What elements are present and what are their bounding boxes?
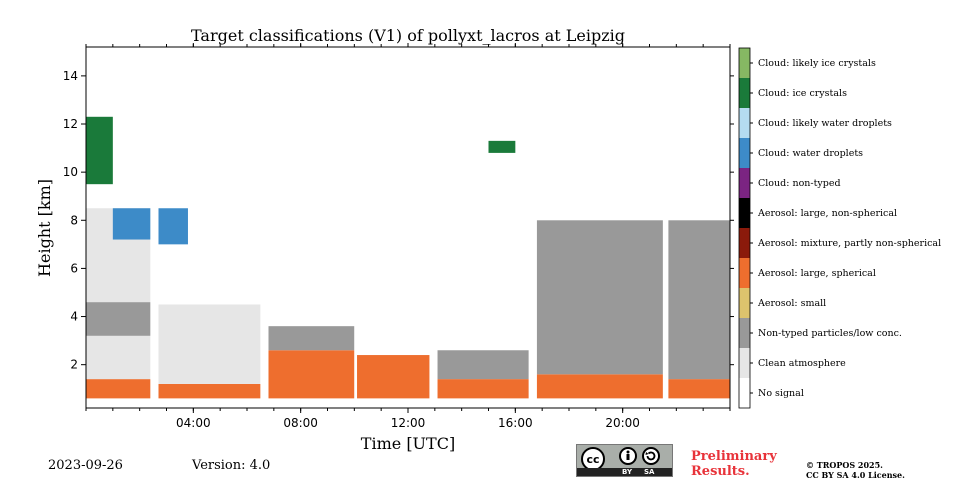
- class-region-7: [158, 304, 261, 384]
- data-gap-5: [662, 47, 669, 408]
- class-region-11: [357, 355, 430, 399]
- y-tick-label: 10: [63, 165, 78, 179]
- class-region-10: [268, 326, 355, 351]
- copyright-line1: © TROPOS 2025.: [806, 460, 883, 470]
- data-gap-3: [429, 47, 438, 408]
- cc-icon: [581, 447, 605, 470]
- y-tick-label: 14: [63, 69, 78, 83]
- colorbar-swatch: [739, 108, 750, 138]
- x-tick-label: 12:00: [391, 416, 426, 430]
- colorbar-label: Non-typed particles/low conc.: [758, 328, 902, 339]
- x-axis-label: Time [UTC]: [361, 434, 455, 453]
- colorbar: No signal Clean atmosphere Non-typed parti…: [738, 47, 941, 409]
- colorbar-label: Cloud: non-typed: [758, 178, 841, 189]
- y-tick-label: 2: [70, 358, 78, 372]
- colorbar-label: Cloud: likely water droplets: [758, 118, 892, 129]
- license-sa: SA: [644, 468, 655, 476]
- plot-area: [86, 47, 730, 408]
- x-tick-label: 20:00: [605, 416, 640, 430]
- x-tick-label: 08:00: [283, 416, 318, 430]
- colorbar-label: Cloud: water droplets: [758, 148, 863, 159]
- y-tick-label: 12: [63, 117, 78, 131]
- version-label: Version: 4.0: [192, 458, 271, 473]
- class-region-8: [158, 208, 188, 245]
- colorbar-swatch: [739, 228, 750, 258]
- colorbar-label: No signal: [758, 388, 804, 399]
- data-gap-4: [528, 47, 537, 408]
- colorbar-swatch: [739, 198, 750, 228]
- data-gap-1: [260, 47, 269, 408]
- class-region-12: [437, 379, 529, 399]
- colorbar-swatch: [739, 288, 750, 318]
- colorbar-swatch: [739, 348, 750, 378]
- class-region-2: [86, 302, 151, 336]
- x-tick-label: 04:00: [176, 416, 211, 430]
- x-tick-label: 16:00: [498, 416, 533, 430]
- copyright-line2: CC BY SA 4.0 License.: [806, 470, 905, 480]
- class-region-14: [488, 140, 516, 153]
- colorbar-swatch: [739, 48, 750, 78]
- colorbar-swatch: [739, 258, 750, 288]
- y-tick-label: 6: [70, 261, 78, 275]
- class-region-6: [158, 383, 261, 399]
- data-gap-0: [150, 47, 159, 408]
- colorbar-swatch: [739, 378, 750, 408]
- sa-share-icon: [642, 447, 660, 465]
- class-region-1: [86, 335, 151, 380]
- colorbar-label: Aerosol: large, non-spherical: [757, 208, 897, 219]
- cc-license-badge: cc BY SA: [576, 444, 673, 477]
- class-region-0: [86, 379, 151, 399]
- y-tick-label: 8: [70, 213, 78, 227]
- data-gap-2: [354, 47, 358, 408]
- colorbar-label: Aerosol: small: [757, 298, 826, 309]
- class-region-4: [86, 116, 113, 185]
- y-axis-label: Height [km]: [35, 179, 54, 277]
- class-region-17: [668, 379, 730, 399]
- colorbar-label: Cloud: ice crystals: [758, 88, 847, 99]
- preliminary-line2: Results.: [691, 464, 750, 479]
- class-region-16: [536, 220, 663, 375]
- chart-title: Target classifications (V1) of pollyxt_l…: [191, 26, 625, 45]
- license-by: BY: [622, 468, 633, 476]
- date-label: 2023-09-26: [48, 458, 123, 473]
- colorbar-frame: [738, 47, 751, 409]
- axes: 04:00 08:00 12:00 16:00 20:00 2 4 6 8 10 12 14: [63, 43, 734, 430]
- colorbar-label: Cloud: likely ice crystals: [758, 58, 876, 69]
- cc-text: cc: [586, 453, 599, 466]
- colorbar-swatch: [739, 78, 750, 108]
- colorbar-swatch: [739, 318, 750, 348]
- class-region-9: [268, 350, 355, 399]
- colorbar-label: Clean atmosphere: [758, 358, 846, 369]
- class-region-18: [668, 220, 730, 380]
- copyright-notice: © TROPOS 2025. CC BY SA 4.0 License.: [806, 460, 905, 480]
- colorbar-label: Aerosol: large, spherical: [757, 268, 876, 279]
- class-region-13: [437, 350, 529, 380]
- y-tick-label: 4: [70, 310, 78, 324]
- colorbar-swatch: [739, 168, 750, 198]
- colorbar-label: Aerosol: mixture, partly non-spherical: [757, 238, 941, 249]
- class-region-5: [112, 208, 151, 240]
- class-region-15: [536, 374, 663, 399]
- preliminary-notice: Preliminary Results.: [691, 449, 777, 479]
- preliminary-line1: Preliminary: [691, 449, 777, 464]
- colorbar-swatch: [739, 138, 750, 168]
